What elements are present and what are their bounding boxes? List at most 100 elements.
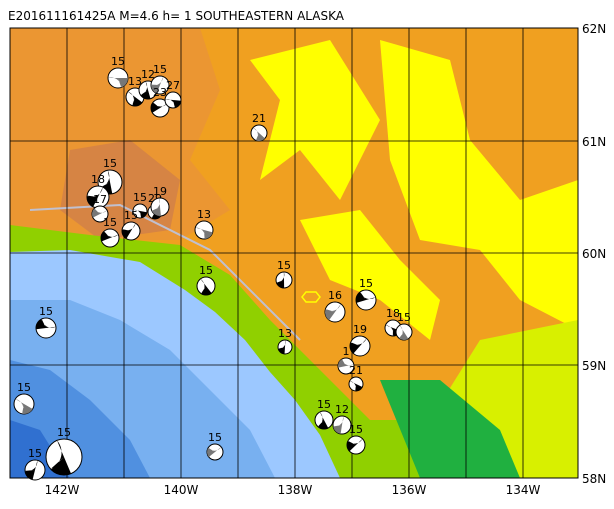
depth-label: 13 (128, 75, 142, 88)
depth-label: 15 (208, 431, 222, 444)
compressional-quadrant (36, 319, 56, 330)
compressional-quadrant (207, 446, 222, 458)
focal-mechanism: 15 (196, 264, 216, 296)
focal-mechanism: 15 (107, 55, 129, 89)
depth-label: 15 (133, 191, 147, 204)
compressional-quadrant (195, 227, 213, 239)
depth-label: 15 (39, 305, 53, 318)
depth-label: 21 (349, 364, 363, 377)
focal-mechanism: 21 (348, 364, 364, 392)
focal-mechanism: 21 (250, 112, 268, 142)
lon-label: 136W (392, 483, 427, 497)
depth-label: 12 (141, 68, 155, 81)
depth-label: 15 (103, 157, 117, 170)
depth-label: 15 (111, 55, 125, 68)
depth-label: 15 (317, 398, 331, 411)
lat-label: 62N (582, 22, 606, 36)
compressional-quadrant (253, 127, 265, 141)
focal-mechanism: 19 (150, 185, 170, 217)
compressional-quadrant (200, 278, 212, 295)
depth-label: 18 (91, 173, 105, 186)
compressional-quadrant (127, 91, 143, 106)
compressional-quadrant (325, 303, 341, 321)
depth-label: 15 (199, 264, 213, 277)
focal-mechanism: 17 (91, 193, 109, 223)
depth-label: 15 (28, 447, 42, 460)
lat-label: 59N (582, 359, 606, 373)
lat-label: 58N (582, 472, 606, 486)
focal-mechanism: 15 (35, 305, 57, 339)
compressional-quadrant (101, 231, 119, 242)
focal-mechanism: 15 (13, 381, 35, 415)
focal-mechanism: 15 (206, 431, 224, 461)
map-title: E201611161425A M=4.6 h= 1 SOUTHEASTERN A… (8, 9, 345, 23)
focal-mechanism: 19 (349, 323, 371, 357)
focal-mechanism: 27 (164, 79, 182, 109)
focal-mechanism: 15 (395, 311, 413, 341)
focal-mechanism: 15 (121, 209, 141, 241)
depth-label: 21 (252, 112, 266, 125)
compressional-quadrant (337, 359, 354, 368)
focal-mechanism: 15 (314, 398, 334, 430)
focal-mechanism: 15 (45, 426, 83, 476)
depth-label: 13 (197, 208, 211, 221)
depth-label: 19 (153, 185, 167, 198)
depth-label: 19 (353, 323, 367, 336)
compressional-quadrant (140, 81, 151, 99)
compressional-quadrant (317, 412, 329, 429)
depth-label: 13 (278, 327, 292, 340)
epicenter (301, 291, 321, 303)
compressional-quadrant (350, 338, 367, 354)
depth-label: 15 (124, 209, 138, 222)
compressional-quadrant (151, 102, 168, 113)
compressional-quadrant (276, 272, 285, 288)
depth-label: 18 (386, 307, 400, 320)
depth-label: 17 (93, 193, 107, 206)
compressional-quadrant (355, 291, 376, 303)
focal-mechanism: 13 (277, 327, 293, 355)
focal-mechanism: 15 (24, 447, 46, 481)
depth-label: 12 (335, 403, 349, 416)
focal-mechanism: 15 (346, 423, 366, 455)
depth-label: 23 (153, 86, 167, 99)
terrain (10, 28, 578, 478)
focal-mechanism: 16 (324, 289, 346, 323)
focal-mechanism: 13 (194, 208, 214, 240)
compressional-quadrant (349, 381, 363, 392)
compressional-quadrant (50, 440, 72, 475)
compressional-quadrant (399, 325, 409, 340)
focal-mechanism: 1 (337, 345, 355, 375)
depth-label: 15 (17, 381, 31, 394)
depth-label: 15 (397, 311, 411, 324)
compressional-quadrant (151, 198, 161, 216)
depth-label: 15 (277, 259, 291, 272)
focal-mechanism: 15 (150, 63, 170, 95)
lat-label: 60N (582, 247, 606, 261)
compressional-quadrant (133, 209, 147, 218)
focal-mechanism: 15 (275, 259, 293, 289)
compressional-quadrant (278, 340, 286, 354)
compressional-quadrant (333, 416, 344, 434)
depth-label: 15 (359, 277, 373, 290)
lat-label: 61N (582, 135, 606, 149)
depth-label: 1 (343, 345, 350, 358)
focal-mechanism: 15 (132, 191, 148, 219)
lon-label: 140W (164, 483, 199, 497)
compressional-quadrant (15, 399, 33, 415)
map-frame (9, 27, 579, 479)
depth-label: 15 (103, 216, 117, 229)
compressional-quadrant (347, 438, 363, 452)
compressional-quadrant (122, 223, 136, 239)
compressional-quadrant (92, 208, 108, 218)
depth-label: 16 (328, 289, 342, 302)
focal-mechanism: 15 (355, 277, 377, 311)
focal-mechanism: 18 (86, 173, 110, 209)
focal-mechanism: 23 (150, 86, 170, 118)
focal-mechanism: 12 (332, 403, 352, 435)
compressional-quadrant (87, 187, 103, 207)
depth-label: 27 (166, 79, 180, 92)
lon-label: 142W (45, 483, 80, 497)
compressional-quadrant (151, 76, 164, 94)
